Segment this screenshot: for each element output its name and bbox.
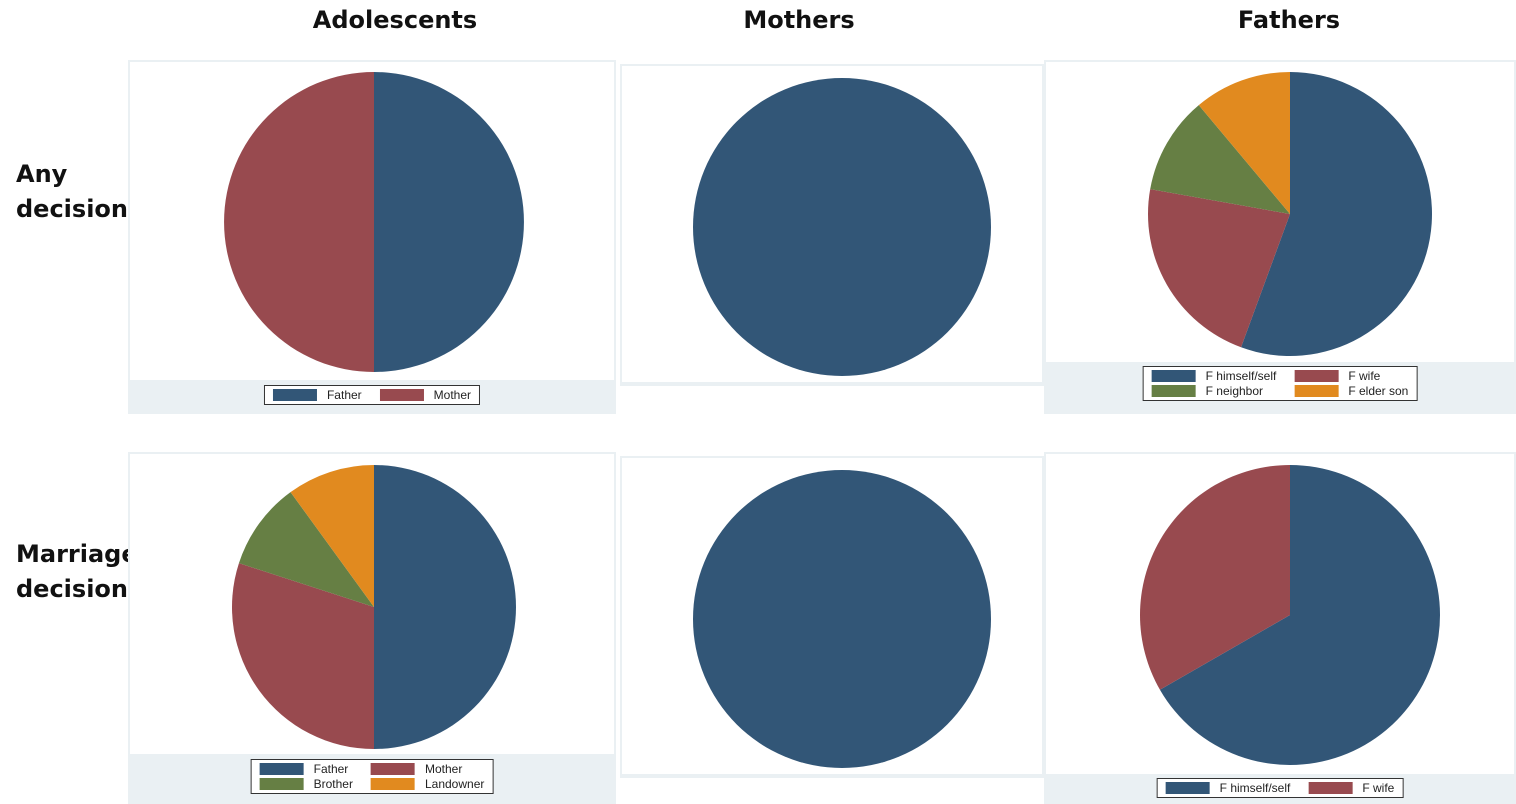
- legend-item: F elder son: [1294, 384, 1408, 398]
- legend-item: F wife: [1308, 781, 1394, 795]
- legend-swatch: [259, 778, 304, 790]
- pie-slice-f-himself-self: [1241, 72, 1432, 357]
- row-header-marriage-line2: decision: [16, 575, 128, 603]
- pie-panel-any-decision-adolescents: Father Mother: [128, 60, 616, 414]
- legend-item: F wife: [1294, 369, 1408, 383]
- legend-item: F himself/self: [1151, 369, 1277, 383]
- plot-area: [130, 62, 614, 380]
- legend-swatch: [1165, 782, 1210, 794]
- row-header-any-line1: Any: [16, 160, 68, 188]
- pie-chart: [1148, 72, 1432, 357]
- pie-panel-any-decision-fathers: F himself/self F wife F neighbor F elder so…: [1044, 60, 1516, 414]
- pie-chart: [1140, 465, 1440, 765]
- legend-label: F wife: [1348, 369, 1381, 383]
- legend-label: Landowner: [424, 777, 485, 791]
- legend-item: Mother: [370, 762, 484, 776]
- plot-area: [622, 458, 1042, 774]
- legend-label: Brother: [313, 777, 353, 791]
- pie-slice-father: [374, 72, 524, 372]
- legend-item: F neighbor: [1151, 384, 1277, 398]
- legend-swatch: [1308, 782, 1353, 794]
- pie-slice-f-elder-son: [1198, 72, 1290, 214]
- legend-swatch: [259, 763, 304, 775]
- pie-slice-all: [693, 78, 991, 376]
- pie-slice-brother: [238, 492, 374, 607]
- legend-label: Mother: [424, 762, 463, 776]
- pie-panel-any-decision-mothers: [620, 64, 1044, 386]
- pie-chart: [231, 465, 516, 749]
- pie-chart: [693, 78, 991, 376]
- pie-slice-landowner: [290, 465, 374, 607]
- row-header-marriage-decision: Marriage decision: [16, 537, 138, 607]
- pie-slice-father: [374, 465, 516, 749]
- legend-swatch: [272, 389, 317, 401]
- legend-label: F wife: [1362, 781, 1395, 795]
- row-header-any-line2: decision: [16, 195, 128, 223]
- pie-chart: [224, 72, 524, 372]
- legend-swatch: [1294, 370, 1339, 382]
- legend-swatch: [1294, 385, 1339, 397]
- legend: Father Mother Brother Landowner: [250, 759, 494, 794]
- legend-swatch: [370, 763, 415, 775]
- legend-label: F elder son: [1348, 384, 1409, 398]
- pie-panel-marriage-decision-adolescents: Father Mother Brother Landowner: [128, 452, 616, 804]
- legend-item: Brother: [259, 777, 353, 791]
- legend: F himself/self F wife F neighbor F elder so…: [1142, 366, 1418, 401]
- legend-item: Father: [259, 762, 353, 776]
- pie-slice-f-neighbor: [1150, 105, 1290, 214]
- plot-area: [130, 454, 614, 754]
- legend-label: F neighbor: [1205, 384, 1264, 398]
- legend: Father Mother: [263, 385, 481, 405]
- legend-label: F himself/self: [1205, 369, 1277, 383]
- plot-area: [622, 66, 1042, 382]
- legend-item: Mother: [379, 388, 472, 402]
- column-header-adolescents: Adolescents: [312, 6, 478, 34]
- legend-swatch: [370, 778, 415, 790]
- legend-label: Father: [326, 388, 362, 402]
- plot-area: [1046, 62, 1514, 362]
- plot-area: [1046, 454, 1514, 774]
- pie-panel-marriage-decision-fathers: F himself/self F wife: [1044, 452, 1516, 804]
- legend-label: Mother: [433, 388, 472, 402]
- pie-panel-marriage-decision-mothers: [620, 456, 1044, 778]
- pie-slice-mother: [224, 72, 374, 372]
- row-header-any-decision: Any decision: [16, 157, 128, 227]
- legend-swatch: [379, 389, 424, 401]
- pie-slice-f-himself-self: [1159, 465, 1440, 765]
- pie-slice-mother: [231, 563, 374, 749]
- column-header-mothers: Mothers: [743, 6, 855, 34]
- pie-slice-f-wife: [1140, 465, 1290, 690]
- legend-item: F himself/self: [1165, 781, 1291, 795]
- pie-slice-all: [693, 470, 991, 768]
- pie-slice-f-wife: [1148, 189, 1290, 348]
- column-header-fathers: Fathers: [1237, 6, 1341, 34]
- legend-label: F himself/self: [1219, 781, 1291, 795]
- pie-chart: [693, 470, 991, 768]
- legend-item: Landowner: [370, 777, 485, 791]
- row-header-marriage-line1: Marriage: [16, 540, 138, 568]
- legend-label: Father: [313, 762, 349, 776]
- legend: F himself/self F wife: [1156, 778, 1404, 798]
- legend-swatch: [1151, 370, 1196, 382]
- legend-swatch: [1151, 385, 1196, 397]
- legend-item: Father: [272, 388, 362, 402]
